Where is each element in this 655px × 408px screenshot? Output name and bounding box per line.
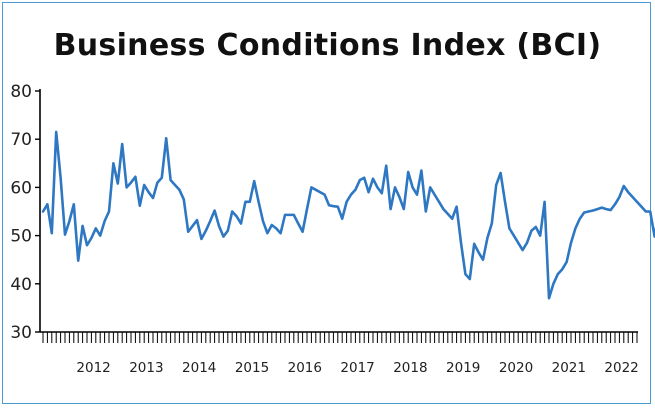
y-axis-ticks: 30 40 50 60 70 80 — [10, 82, 40, 343]
y-tick-label-80: 80 — [10, 82, 32, 102]
x-axis-month-ticks — [42, 332, 638, 343]
year-label-2017: 2017 — [340, 360, 374, 376]
y-tick-label-70: 70 — [10, 130, 32, 150]
x-axis-year-labels: 2012 2013 2014 2015 2016 2017 2018 2019 2020 2021… — [76, 360, 638, 376]
year-label-2014: 2014 — [182, 360, 216, 376]
year-label-2015: 2015 — [235, 360, 269, 376]
year-label-2018: 2018 — [393, 360, 427, 376]
year-label-2020: 2020 — [499, 360, 533, 376]
y-tick-label-40: 40 — [10, 275, 32, 295]
year-label-2022: 2022 — [604, 360, 638, 376]
year-label-2021: 2021 — [552, 360, 586, 376]
chart-title: Business Conditions Index (BCI) — [53, 28, 602, 63]
y-tick-label-30: 30 — [10, 323, 32, 343]
year-label-2012: 2012 — [76, 360, 110, 376]
year-label-2016: 2016 — [288, 360, 322, 376]
year-label-2019: 2019 — [446, 360, 480, 376]
year-label-2013: 2013 — [129, 360, 163, 376]
y-tick-label-60: 60 — [10, 178, 32, 198]
series-line-bci — [41, 130, 655, 300]
y-tick-label-50: 50 — [10, 227, 32, 247]
